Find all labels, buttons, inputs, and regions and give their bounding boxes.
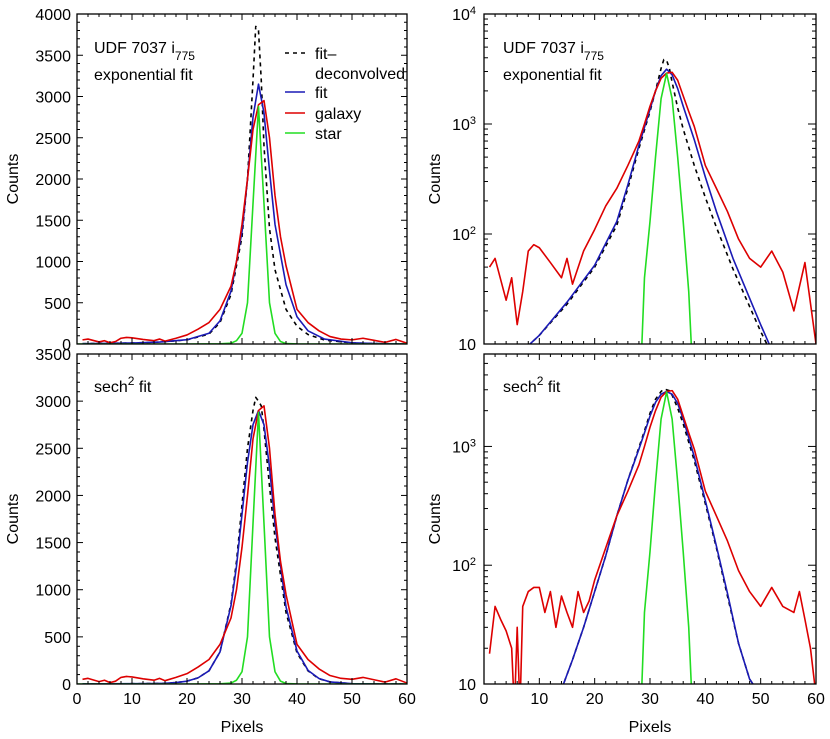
- y-tick-label: 3500: [35, 48, 71, 65]
- x-axis-label: Pixels: [629, 719, 672, 736]
- x-tick-label: 30: [641, 691, 659, 708]
- x-tick-label: 20: [586, 691, 604, 708]
- legend-label-fit-deconvolved: fit–: [315, 46, 336, 63]
- legend-label-deconvolved: deconvolved: [315, 66, 405, 83]
- series-fit: [562, 390, 754, 684]
- y-axis-label: Counts: [5, 494, 22, 545]
- series-fit: [82, 409, 407, 684]
- series-galaxy: [488, 71, 816, 344]
- y-tick-label: 2500: [35, 131, 71, 148]
- y-axis-label: Counts: [5, 154, 22, 205]
- annotation-fit-type: exponential fit: [503, 67, 602, 84]
- series-galaxy: [82, 405, 407, 684]
- x-tick-label: 10: [123, 691, 141, 708]
- series-fit-deconvolved: [528, 58, 768, 344]
- series-galaxy: [82, 99, 407, 344]
- y-tick-label: 1500: [35, 213, 71, 230]
- legend-label-fit: fit: [315, 85, 328, 102]
- y-tick-label: 104: [452, 5, 476, 24]
- panel-exponential-log: 10 102 103 104 Counts UDF 7037 i775 exponen…: [427, 5, 817, 354]
- x-tick-label: 10: [530, 691, 548, 708]
- y-tick-label: 10: [458, 677, 476, 694]
- y-tick-label: 3500: [35, 347, 71, 364]
- y-tick-label: 1500: [35, 536, 71, 553]
- x-tick-label: 50: [752, 691, 770, 708]
- x-tick-label: 40: [288, 691, 306, 708]
- plot-frame: [483, 353, 817, 685]
- annotation-fit-type: exponential fit: [94, 67, 193, 84]
- y-tick-label: 103: [452, 437, 476, 456]
- y-tick-label: 3000: [35, 394, 71, 411]
- plot-frame: [483, 13, 817, 345]
- x-tick-label: 60: [807, 691, 825, 708]
- x-tick-label: 20: [178, 691, 196, 708]
- y-tick-label: 2000: [35, 488, 71, 505]
- y-tick-label: 1000: [35, 255, 71, 272]
- x-axis-label: Pixels: [221, 719, 264, 736]
- y-tick-label: 2000: [35, 172, 71, 189]
- y-tick-label: 500: [44, 296, 71, 313]
- y-tick-label: 102: [452, 556, 476, 575]
- y-tick-label: 2500: [35, 441, 71, 458]
- series-fit-deconvolved: [82, 396, 407, 684]
- x-tick-label: 30: [233, 691, 251, 708]
- y-tick-label: 103: [452, 115, 476, 134]
- series-galaxy: [488, 389, 816, 684]
- legend-label-star: star: [315, 126, 342, 143]
- series-fit: [528, 68, 771, 344]
- y-tick-label: 1000: [35, 583, 71, 600]
- series-fit: [82, 83, 407, 344]
- y-tick-label: 0: [62, 337, 71, 354]
- series-star: [641, 391, 693, 684]
- y-tick-label: 10: [458, 337, 476, 354]
- y-tick-label: 0: [62, 677, 71, 694]
- legend: fit– deconvolved fit galaxy star: [285, 46, 405, 143]
- x-tick-label: 50: [343, 691, 361, 708]
- annotation-title: UDF 7037 i775: [94, 40, 195, 63]
- annotation-title: UDF 7037 i775: [503, 40, 604, 63]
- y-axis-label: Counts: [427, 494, 444, 545]
- y-tick-label: 500: [44, 630, 71, 647]
- x-tick-label: 0: [480, 691, 489, 708]
- x-tick-label: 40: [696, 691, 714, 708]
- x-tick-label: 60: [398, 691, 416, 708]
- y-tick-label: 102: [452, 225, 476, 244]
- panel-sech2-linear: 0 10 20 30 40 50 60 0 500 1000 1500 2000 2500 3000 350…: [5, 347, 416, 736]
- y-axis-label: Counts: [427, 154, 444, 205]
- legend-label-galaxy: galaxy: [315, 106, 361, 123]
- plot-frame: [76, 13, 408, 345]
- series-fit-deconvolved: [562, 388, 754, 684]
- y-tick-label: 4000: [35, 7, 71, 24]
- annotation-fit-type: sech2 fit: [503, 374, 561, 396]
- y-tick-label: 3000: [35, 90, 71, 107]
- annotation-fit-type: sech2 fit: [94, 374, 152, 396]
- x-tick-label: 0: [73, 691, 82, 708]
- series-star: [641, 72, 693, 344]
